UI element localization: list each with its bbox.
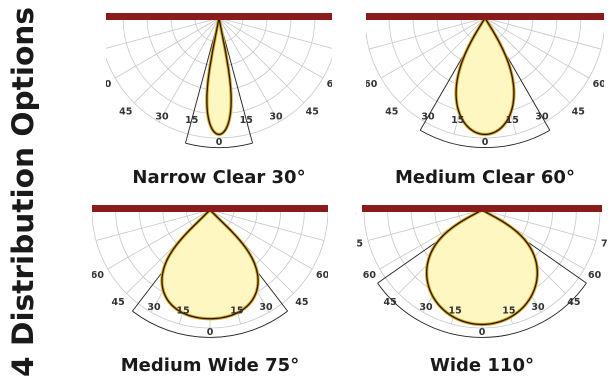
polar-chart-medium-clear: 9075604530150153045607590 xyxy=(366,8,604,163)
caption-medium-wide: Medium Wide 75° xyxy=(120,355,300,376)
angle-label: 15 xyxy=(448,305,461,316)
grid-radial xyxy=(481,209,597,241)
angle-label: 15 xyxy=(506,115,519,126)
grid-radial xyxy=(209,209,313,270)
grid-radial xyxy=(95,209,211,241)
polar-svg: 9075604530150153045607590 xyxy=(366,13,604,148)
angle-label: 30 xyxy=(531,302,545,313)
angle-label: 60 xyxy=(593,79,604,90)
caption-wide: Wide 110° xyxy=(430,355,534,376)
fixture-bar xyxy=(106,13,332,20)
fixture-bar xyxy=(362,205,602,212)
angle-label: 15 xyxy=(240,115,253,126)
grid-radial xyxy=(158,17,220,123)
grid-radial xyxy=(106,17,220,49)
grid-radial xyxy=(209,209,325,241)
polar-chart-narrow-clear: 9075604530150153045607590 xyxy=(106,8,332,163)
grid-radial xyxy=(368,17,486,50)
angle-label: 90 xyxy=(356,209,357,220)
caption-narrow-clear: Narrow Clear 30° xyxy=(132,167,306,188)
angle-label: 75 xyxy=(356,239,363,250)
angle-label: 15 xyxy=(451,115,464,126)
beam-arc xyxy=(377,282,587,338)
beam-arc xyxy=(132,310,288,338)
angle-label: 60 xyxy=(92,270,104,281)
angle-label: 15 xyxy=(230,305,243,316)
angle-label: 45 xyxy=(295,297,308,308)
angle-label: 90 xyxy=(607,209,608,220)
angle-label: 75 xyxy=(601,239,608,250)
fixture-bar xyxy=(366,13,604,20)
fixture-bar xyxy=(92,205,328,212)
angle-label: 0 xyxy=(479,327,486,338)
angle-label: 45 xyxy=(385,106,398,117)
polar-chart-wide: 90 75 60 45 30 15 0 15 30 45 60 75 90 xyxy=(356,200,608,348)
angle-label: 45 xyxy=(306,106,319,117)
angle-label: 45 xyxy=(567,297,580,308)
grid-radial xyxy=(380,17,486,79)
angle-label: 60 xyxy=(366,79,378,90)
angle-label: 30 xyxy=(535,112,549,123)
angle-label: 0 xyxy=(482,137,489,148)
angle-label: 30 xyxy=(269,112,283,123)
angle-label: 45 xyxy=(119,106,132,117)
distribution-outer xyxy=(160,208,260,321)
angle-label: 30 xyxy=(259,302,273,313)
angle-label: 60 xyxy=(327,79,332,90)
grid-radial xyxy=(367,209,483,241)
distribution-outer xyxy=(425,208,539,327)
polar-svg: 9075604530150153045607590 xyxy=(92,205,328,338)
polar-chart-medium-wide: 9075604530150153045607590 xyxy=(92,200,328,348)
angle-label: 45 xyxy=(111,297,124,308)
polar-svg: 90 75 60 45 30 15 0 15 30 45 60 75 90 xyxy=(356,205,608,338)
distribution-curve xyxy=(161,209,259,320)
grid-radial xyxy=(133,17,220,104)
angle-label: 30 xyxy=(147,302,161,313)
grid-radial xyxy=(218,17,305,104)
angle-label: 60 xyxy=(363,270,377,281)
distribution-curve xyxy=(455,17,515,136)
distribution-curve xyxy=(426,209,538,326)
angle-label: 30 xyxy=(419,302,433,313)
beam-arc xyxy=(419,129,551,148)
grid-radial xyxy=(107,209,211,270)
beam-arc xyxy=(185,142,253,149)
angle-label: 30 xyxy=(421,112,435,123)
angle-label: 60 xyxy=(588,270,602,281)
grid-radial xyxy=(114,17,220,79)
polar-svg: 9075604530150153045607590 xyxy=(106,13,332,149)
grid-radial xyxy=(399,17,486,104)
angle-label: 0 xyxy=(207,327,214,338)
grid-radial xyxy=(484,17,590,79)
grid-radial xyxy=(218,17,280,123)
angle-label: 45 xyxy=(383,297,396,308)
angle-label: 60 xyxy=(316,270,328,281)
angle-label: 45 xyxy=(572,106,585,117)
grid-radial xyxy=(218,17,324,79)
angle-label: 15 xyxy=(185,115,198,126)
angle-label: 30 xyxy=(155,112,169,123)
distribution-curve xyxy=(206,17,232,136)
distribution-outer xyxy=(205,16,233,136)
grid-radial xyxy=(484,17,602,50)
angle-label: 15 xyxy=(502,305,515,316)
grid-radial xyxy=(484,17,571,104)
angle-label: 60 xyxy=(106,79,112,90)
grid-radial xyxy=(218,17,332,49)
angle-label: 0 xyxy=(216,137,223,148)
angle-label: 15 xyxy=(176,305,189,316)
page-title-text: 4 Distribution Options xyxy=(6,7,40,377)
caption-medium-clear: Medium Clear 60° xyxy=(395,167,575,188)
page-title: 4 Distribution Options xyxy=(0,0,42,383)
